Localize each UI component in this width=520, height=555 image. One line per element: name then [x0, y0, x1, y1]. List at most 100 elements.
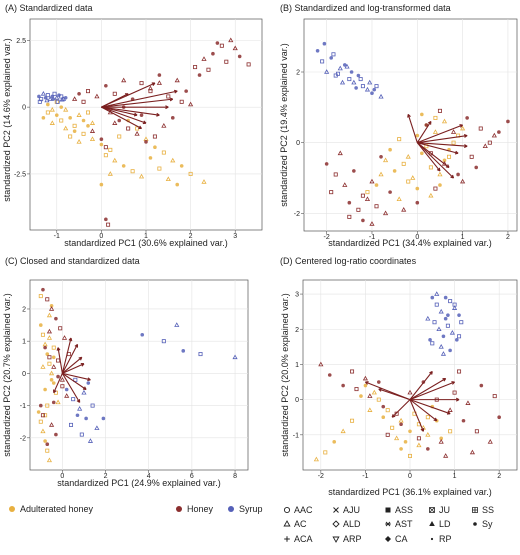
x-tick-label: -1 [54, 233, 60, 240]
data-point-adulterated-honey [86, 110, 91, 115]
data-point-adulterated-honey [438, 183, 442, 187]
data-point-syrup [174, 322, 180, 327]
data-point-honey [374, 204, 379, 209]
data-point-adulterated-honey [46, 457, 53, 463]
data-point-honey [385, 432, 390, 437]
data-point-adulterated-honey [408, 429, 412, 434]
data-point-honey [197, 73, 202, 77]
data-point-syrup [372, 87, 377, 92]
loading-arrow [417, 142, 468, 147]
loading-arrow [53, 373, 63, 393]
data-point-syrup [329, 56, 333, 60]
loading-arrow [61, 344, 78, 374]
data-point-honey [461, 418, 466, 423]
data-point-adulterated-honey [49, 378, 54, 382]
data-point-syrup [232, 354, 238, 360]
x-tick-label: 1 [461, 234, 465, 241]
panel-title: (D) Centered log-ratio coordinates [280, 256, 417, 266]
loading-arrow [416, 142, 454, 179]
data-point-honey [139, 113, 144, 117]
x-tick-label: 1 [144, 233, 148, 240]
data-point-adulterated-honey [428, 165, 433, 170]
data-point-honey [347, 214, 352, 219]
x-tick-label: 4 [147, 473, 151, 480]
data-point-syrup [452, 302, 457, 307]
y-tick-label: 0 [22, 105, 26, 112]
dot-small-icon [430, 537, 434, 541]
data-point-honey [215, 41, 220, 45]
data-point-adulterated-honey [432, 129, 439, 134]
data-point-syrup [443, 316, 448, 321]
loading-arrowhead [407, 114, 411, 118]
loading-arrow [409, 399, 438, 422]
legend-shape-label: JU [439, 505, 450, 515]
legend-shape-label: ACA [294, 534, 313, 544]
data-point-syrup [448, 348, 452, 353]
data-point-honey [491, 132, 497, 138]
data-point-honey [49, 306, 55, 311]
data-point-honey [469, 154, 474, 159]
loading-arrowhead [56, 347, 61, 351]
data-point-honey [401, 206, 407, 212]
data-point-honey [342, 182, 348, 187]
data-point-adulterated-honey [38, 419, 43, 424]
data-point-honey [497, 130, 501, 134]
data-point-honey [126, 126, 131, 131]
loading-arrowhead [87, 377, 91, 382]
loading-arrowhead [429, 370, 433, 375]
data-point-adulterated-honey [392, 169, 397, 173]
data-point-honey [112, 120, 118, 125]
panel-title: (B) Standardized and log-transformed dat… [280, 3, 451, 13]
loading-arrowhead [365, 381, 369, 385]
loading-arrow [409, 381, 455, 401]
data-point-syrup [54, 94, 60, 100]
data-point-adulterated-honey [108, 147, 113, 152]
y-tick-label: -2 [20, 435, 26, 442]
data-point-honey [89, 128, 96, 133]
data-point-syrup [459, 320, 464, 325]
legend-shape-label: ALD [343, 519, 361, 529]
data-point-syrup [347, 77, 352, 82]
data-point-honey [329, 190, 334, 195]
data-point-syrup [59, 94, 64, 99]
data-point-adulterated-honey [437, 171, 443, 177]
data-point-honey [219, 43, 224, 48]
data-point-syrup [337, 65, 343, 71]
data-point-honey [60, 384, 65, 389]
loading-arrow [417, 135, 468, 144]
loading-arrow [61, 337, 72, 374]
y-axis-label: standardized PC2 (20.7% explained var.) [2, 293, 12, 457]
data-point-honey [369, 221, 375, 226]
asterisk-icon [385, 521, 391, 527]
x-tick-label: -2 [318, 473, 324, 480]
triangle-filled-icon [429, 521, 435, 526]
data-point-adulterated-honey [46, 335, 53, 340]
loading-arrowhead [391, 414, 396, 418]
data-point-honey [103, 145, 108, 150]
plot-area [29, 279, 249, 471]
triangle-down-open-icon [332, 536, 340, 543]
data-point-adulterated-honey [441, 118, 448, 124]
y-tick-label: 1 [295, 362, 299, 369]
data-point-adulterated-honey [323, 450, 328, 455]
data-point-adulterated-honey [382, 157, 389, 163]
x-tick-label: 0 [408, 473, 412, 480]
data-point-honey [341, 383, 345, 388]
data-point-honey [474, 165, 479, 170]
data-point-syrup [351, 79, 357, 85]
data-point-honey [369, 178, 375, 184]
data-point-honey [121, 77, 127, 83]
loading-arrowhead [436, 167, 441, 172]
data-point-adulterated-honey [45, 352, 50, 356]
data-point-honey [237, 54, 242, 59]
data-point-honey [333, 172, 338, 177]
data-point-syrup [77, 405, 83, 411]
data-point-syrup [140, 332, 145, 337]
data-point-adulterated-honey [38, 323, 43, 327]
data-point-honey [376, 380, 381, 384]
data-point-syrup [84, 416, 88, 421]
data-point-honey [447, 407, 453, 412]
data-point-honey [104, 217, 108, 222]
data-point-adulterated-honey [49, 303, 54, 308]
data-point-adulterated-honey [99, 142, 104, 147]
